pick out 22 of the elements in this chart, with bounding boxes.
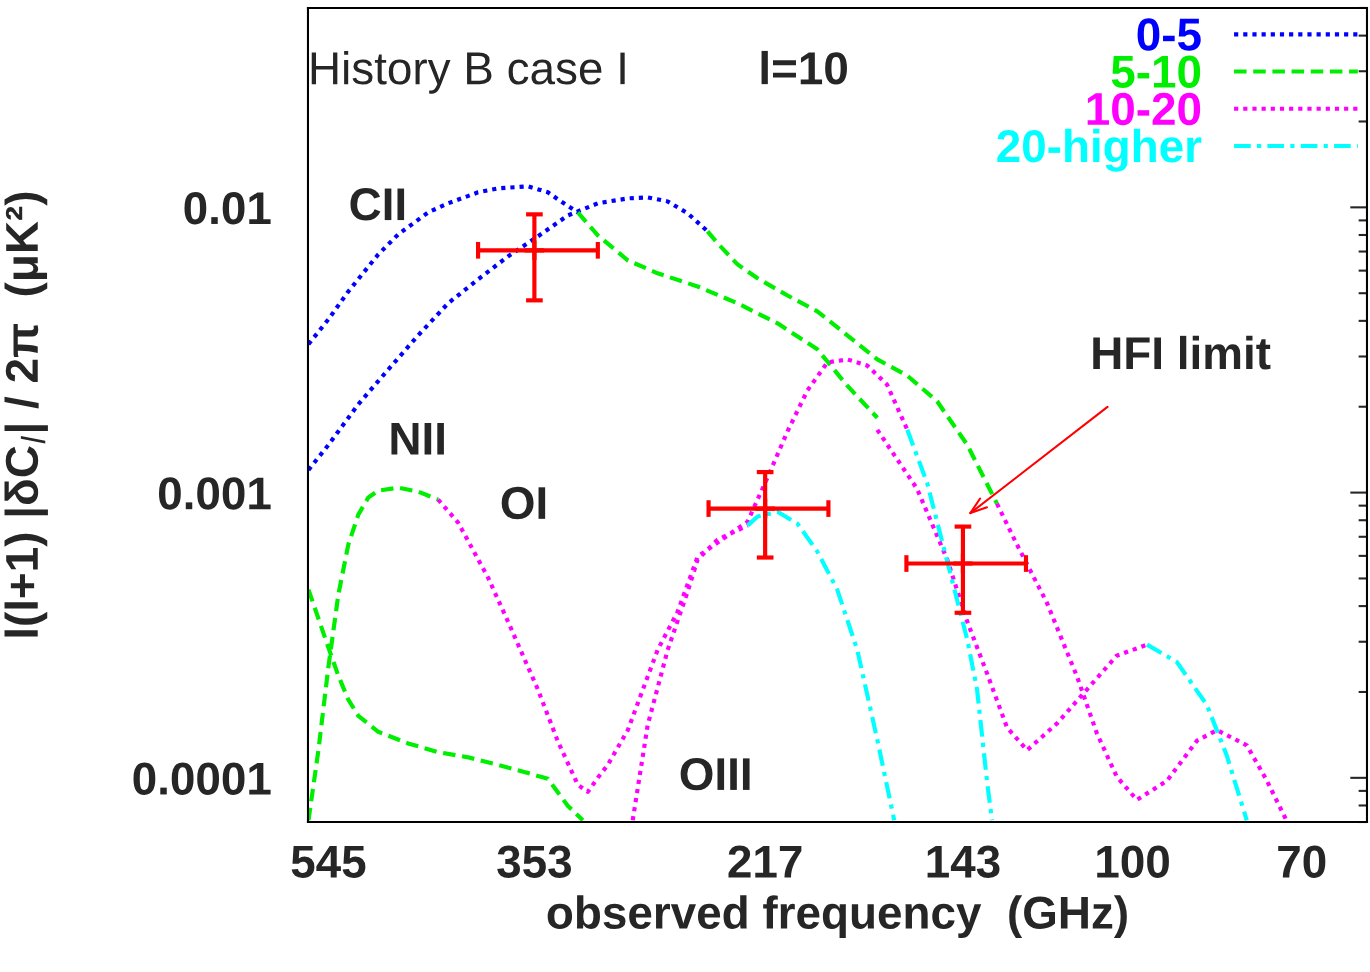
- legend-label: 20-higher: [997, 128, 1202, 172]
- annotation: OIII: [680, 757, 750, 791]
- legend-label: 10-20: [1087, 92, 1201, 126]
- x-tick-label: 100: [1097, 845, 1169, 878]
- annotation: CII: [350, 188, 405, 221]
- x-tick-label: 545: [291, 845, 366, 878]
- x-axis-title: observed frequency (GHz): [547, 895, 1127, 939]
- x-tick-label: 353: [497, 845, 571, 878]
- y-axis-title: l(l+1) |δC$_{l}$| / 2π (μK²): [4, 192, 48, 637]
- legend-label: 0-5: [1137, 18, 1201, 51]
- x-tick-label: 143: [927, 845, 1000, 878]
- y-tick-label: 0.0001: [133, 762, 271, 795]
- annotation: History B case I: [311, 50, 625, 94]
- annotation: HFI limit: [1093, 335, 1271, 370]
- legend-label: 5-10: [1111, 55, 1201, 89]
- annotation: NII: [391, 422, 444, 455]
- x-tick-label: 70: [1278, 845, 1326, 878]
- annotation: l=10: [761, 50, 847, 85]
- annotation: OI: [501, 486, 546, 520]
- x-tick-label: 217: [728, 845, 802, 878]
- y-tick-label: 0.01: [184, 191, 271, 225]
- y-tick-label: 0.001: [158, 477, 271, 510]
